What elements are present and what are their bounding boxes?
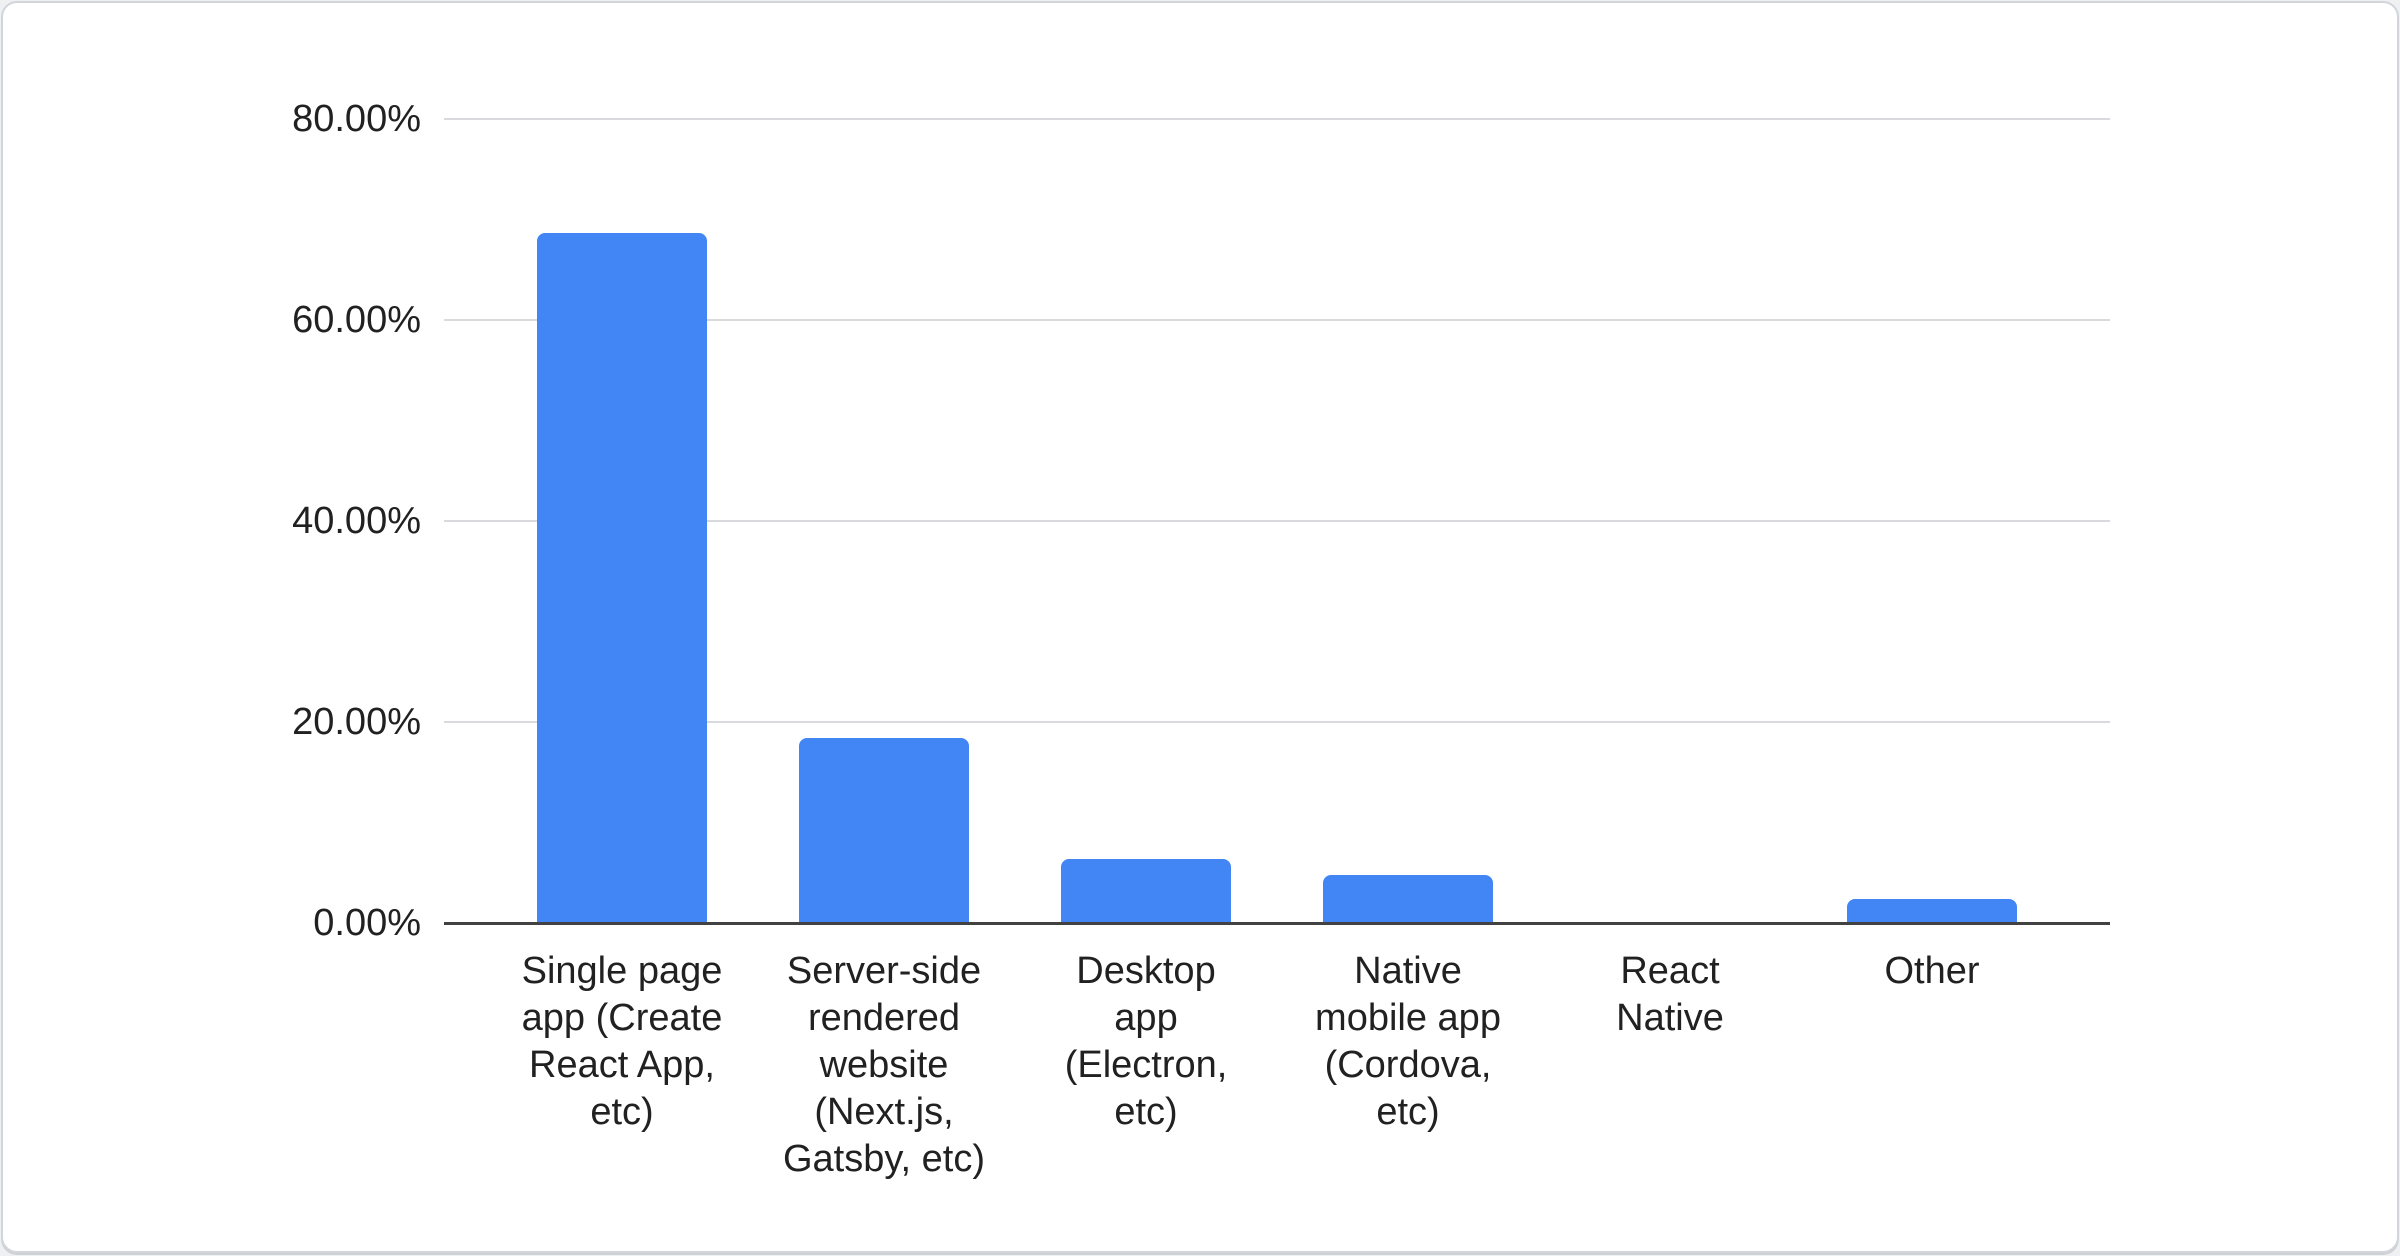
x-tick-label-other: Other: [1884, 950, 1980, 992]
gridline-60.00%: [444, 319, 2110, 321]
x-axis: Single page app (Create React App, etc) S…: [444, 948, 2110, 1248]
bar-desktop-app-electron-etc[interactable]: [1061, 859, 1231, 923]
y-axis: 80.00% 60.00% 40.00% 20.00% 0.00%: [0, 98, 421, 944]
x-tick-label-server-side-rendered-website-n: Server-side rendered website (Next.js, G…: [782, 950, 986, 1180]
bar-other[interactable]: [1847, 899, 2017, 923]
gridline-40.00%: [444, 520, 2110, 522]
x-tick-label-react-native: React Native: [1616, 950, 1724, 1039]
bar-native-mobile-app-cordova-etc[interactable]: [1323, 875, 1493, 923]
x-tick-label-single-page-app-create-react-a: Single page app (Create React App, etc): [521, 950, 723, 1133]
y-tick-label: 60.00%: [292, 299, 421, 341]
bar-single-page-app-create-react-a[interactable]: [537, 233, 707, 923]
x-axis-line: [444, 922, 2110, 925]
gridline-20.00%: [444, 721, 2110, 723]
gridline-80.00%: [444, 118, 2110, 120]
y-tick-label: 80.00%: [292, 98, 421, 140]
y-tick-label: 0.00%: [313, 902, 421, 944]
x-tick-label-native-mobile-app-cordova-etc: Native mobile app (Cordova, etc): [1315, 950, 1501, 1133]
x-tick-label-desktop-app-electron-etc: Desktop app (Electron, etc): [1064, 950, 1228, 1133]
plot-area: [444, 118, 2110, 925]
bar-server-side-rendered-website-n[interactable]: [799, 738, 969, 923]
y-tick-label: 20.00%: [292, 701, 421, 743]
y-tick-label: 40.00%: [292, 500, 421, 542]
